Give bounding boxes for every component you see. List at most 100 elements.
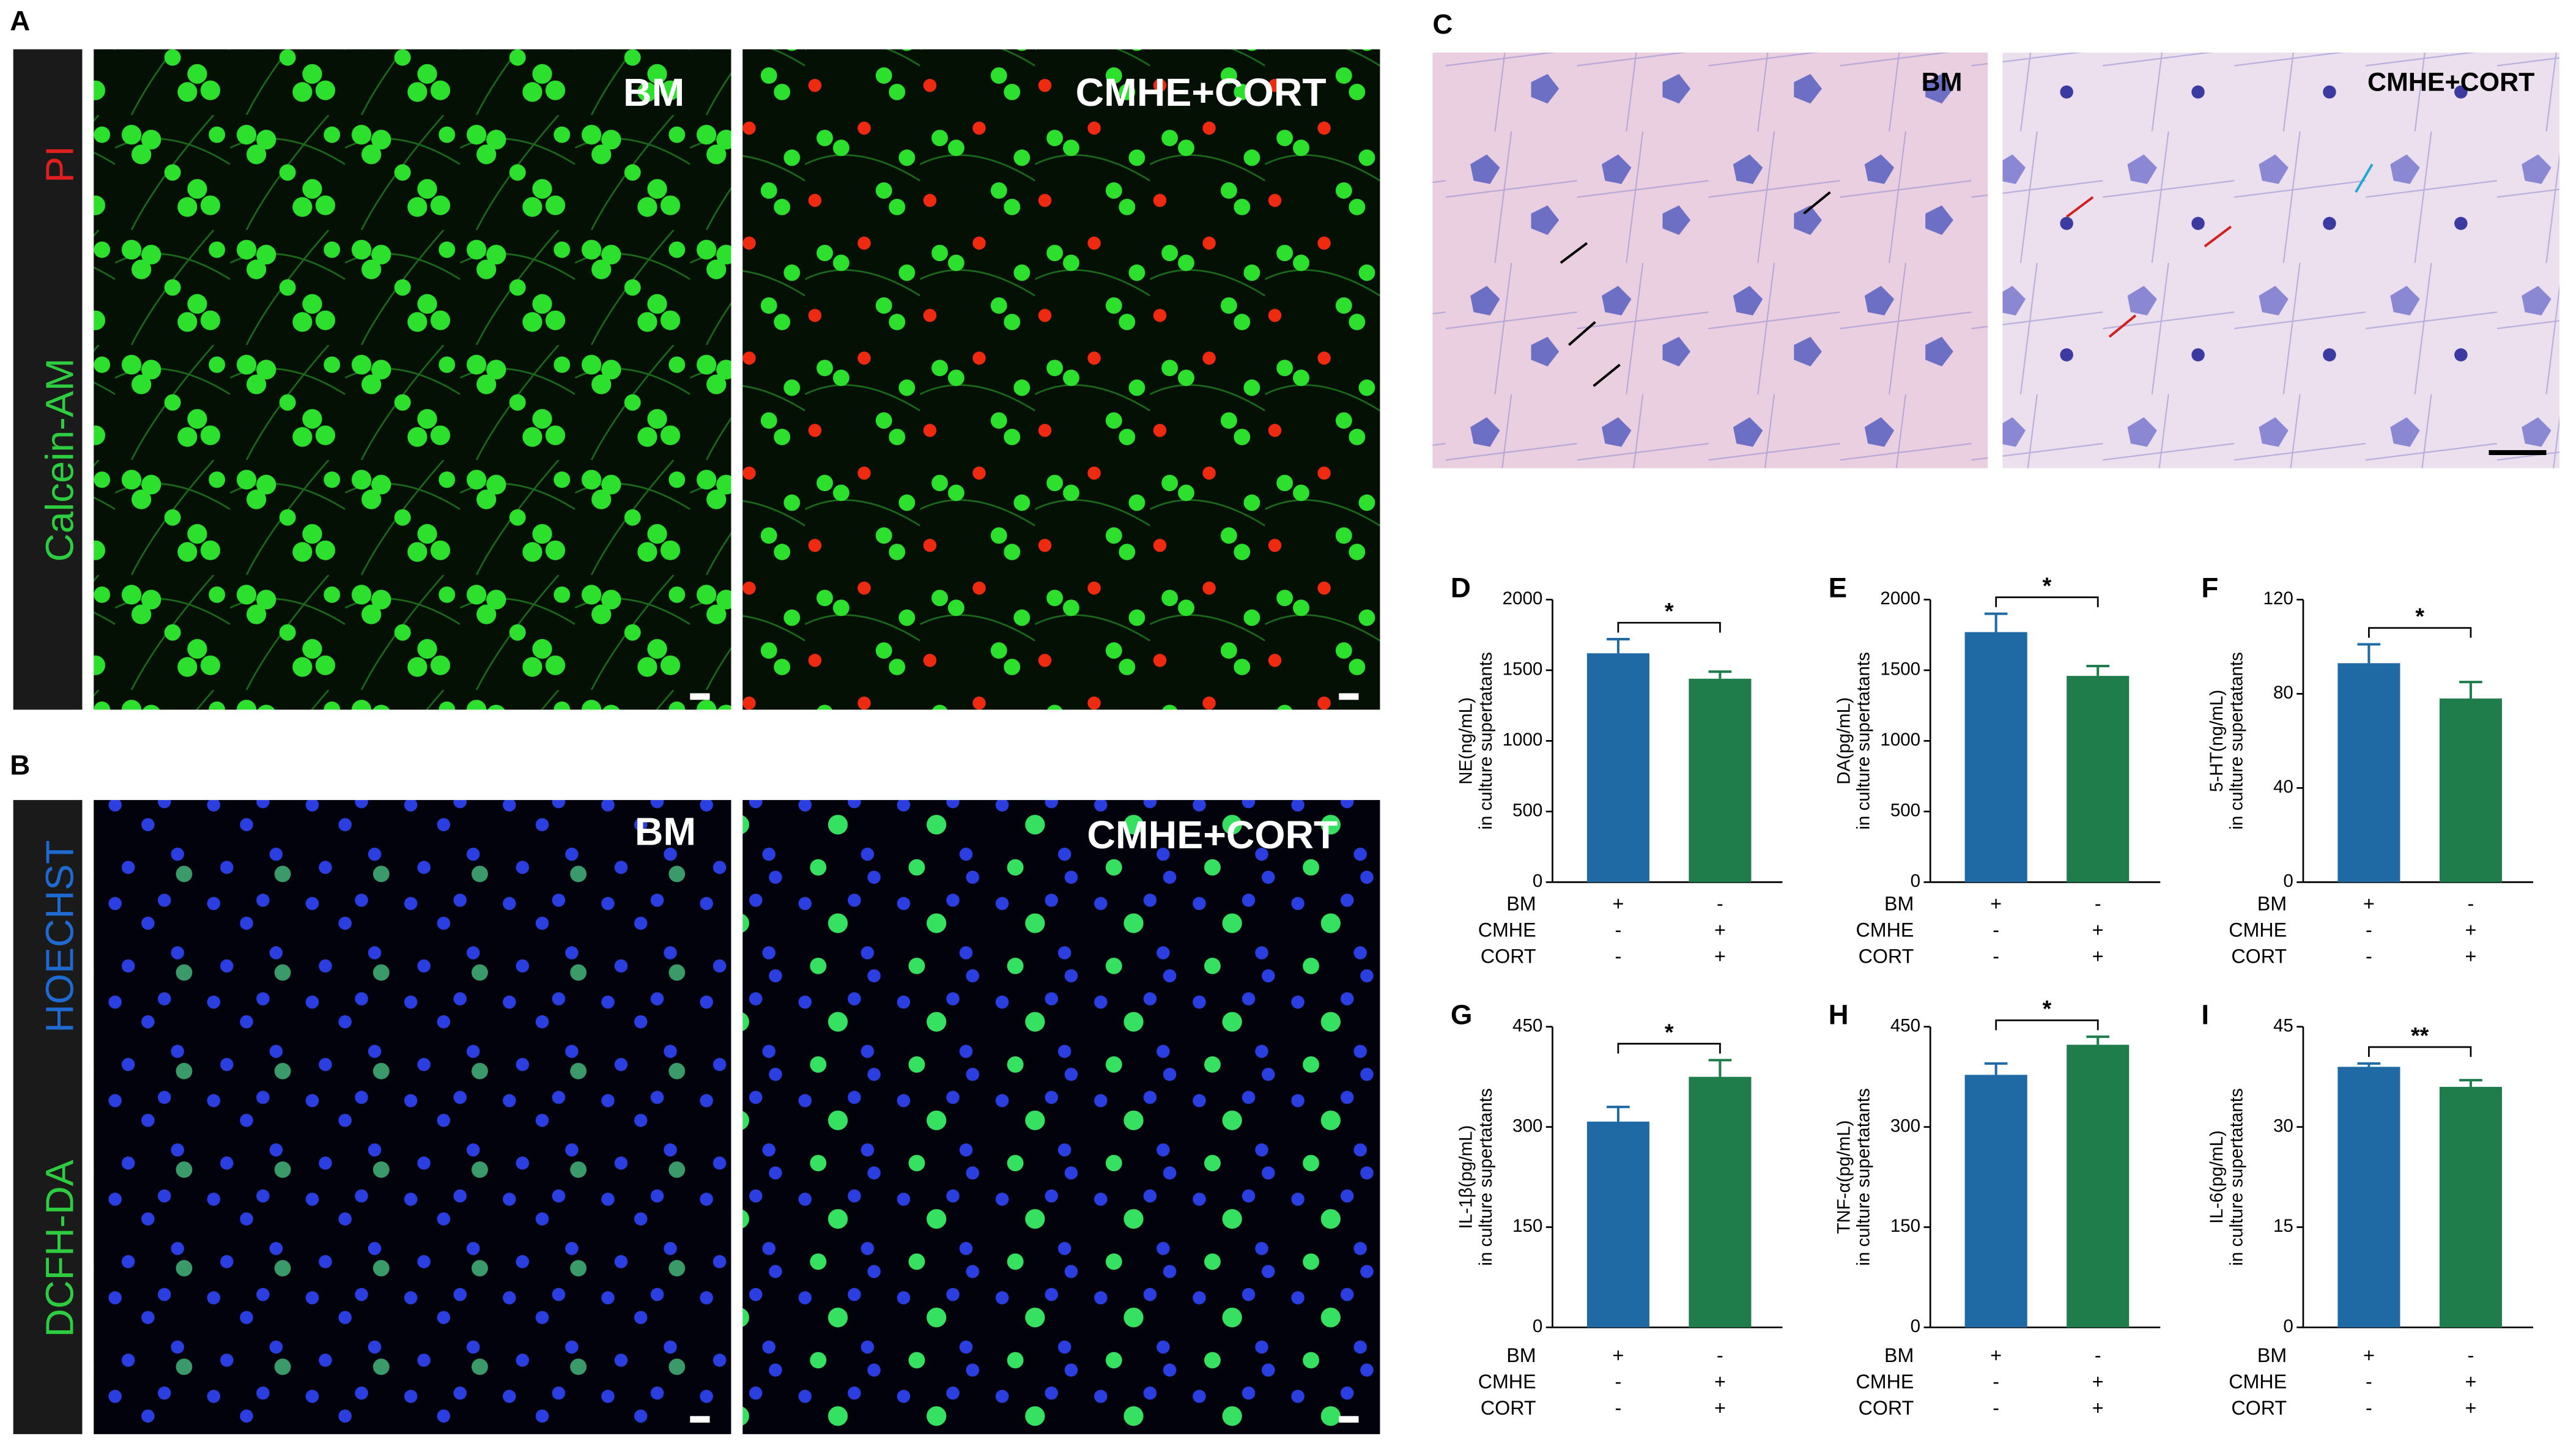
condition-label: BM [2257,893,2287,915]
y-tick-label: 1500 [1880,659,1920,679]
panel-label: F [2201,572,2218,603]
y-tick-label: 45 [2273,1016,2293,1036]
condition-label: CORT [2231,1397,2287,1419]
error-bar [2357,1062,2381,1067]
significance-bracket [1995,1019,2099,1031]
micrograph [742,49,1380,710]
condition-label: CMHE [2229,919,2287,941]
condition-label: BM [1506,893,1536,915]
significance-bracket [2368,627,2472,638]
significance: * [1665,1019,1674,1045]
y-axis-label: in culture supertatants [1854,652,1874,830]
bar [1586,1121,1649,1328]
significance: * [2043,572,2052,598]
y-tick-label: 30 [2273,1116,2293,1136]
condition-sign: - [2366,945,2372,967]
condition-sign: + [2363,893,2375,915]
condition-label: CORT [1481,1397,1536,1419]
y-tick-label: 0 [1533,1316,1542,1336]
condition-sign: + [1714,1397,1726,1419]
error-bar [1984,1062,2008,1075]
panel-label: D [1451,572,1471,603]
condition-sign: + [2363,1344,2375,1366]
y-axis-label: in culture supertatants [2226,1088,2246,1266]
side-label: PI [37,146,81,183]
condition-sign: - [1615,919,1622,941]
y-tick-label: 450 [1512,1016,1542,1036]
panel-label: E [1829,572,1847,603]
condition-sign: + [2465,945,2477,967]
bar [1964,1075,2027,1328]
condition-sign: + [2092,945,2104,967]
image-label: BM [1922,67,1963,97]
image-label: BM [623,70,684,114]
y-axis-label: in culture supertatants [1476,652,1496,830]
y-tick-label: 500 [1890,801,1920,821]
bar [2067,1045,2130,1328]
panel-label: I [2201,999,2209,1031]
condition-sign: - [2095,893,2101,915]
condition-sign: + [2092,1371,2104,1393]
error-bar [2086,664,2110,676]
micrograph [94,800,731,1434]
condition-label: CMHE [1856,919,1914,941]
y-axis-label: in culture supertatants [1476,1088,1496,1266]
bar [1689,678,1752,883]
condition-sign: + [2465,1371,2477,1393]
panel-label: B [10,749,30,780]
scale-bar [1339,1416,1359,1423]
error-bar [1984,612,2008,632]
condition-sign: - [2468,893,2474,915]
micrograph [94,49,731,710]
y-axis-label: in culture supertatants [1854,1088,1874,1266]
condition-label: CORT [1859,1397,1914,1419]
bar [1964,632,2027,883]
condition-sign: - [1717,1344,1723,1366]
panel-label: G [1451,999,1473,1031]
condition-sign: + [1714,919,1726,941]
condition-label: BM [1506,1344,1536,1366]
scale-bar [2489,450,2547,456]
side-bar [13,49,83,710]
condition-sign: + [1714,1371,1726,1393]
condition-label: BM [1884,893,1914,915]
condition-label: BM [1884,1344,1914,1366]
error-bar [2086,1035,2110,1045]
y-tick-label: 120 [2263,588,2293,609]
panel-label: A [10,6,30,37]
condition-sign: - [1717,893,1723,915]
bar [2439,1087,2502,1328]
significance-bracket [1995,596,2099,607]
y-tick-label: 0 [1911,1316,1920,1336]
image-label: CMHE+CORT [1087,813,1338,857]
condition-sign: - [1993,945,1999,967]
condition-sign: + [1714,945,1726,967]
scale-bar [690,693,710,700]
error-bar [2357,643,2381,664]
y-tick-label: 80 [2273,683,2293,703]
condition-label: CMHE [1478,1371,1536,1393]
image-label: CMHE+CORT [2367,67,2534,97]
error-bar [1708,670,1732,679]
condition-sign: + [2092,919,2104,941]
condition-sign: - [1993,1371,1999,1393]
condition-sign: + [1612,1344,1624,1366]
error-bar [1607,638,1630,654]
error-bar [1708,1059,1732,1077]
condition-sign: - [2366,1397,2372,1419]
y-axis-label: DA(pg/mL) [1834,697,1854,785]
side-bar [13,800,83,1434]
micrograph [1432,52,1988,468]
side-label: DCFH-DA [37,1160,81,1337]
condition-label: CMHE [2229,1371,2287,1393]
significance-bracket [1617,621,1721,633]
condition-label: CORT [1859,945,1914,967]
arrows [2065,196,2232,338]
y-tick-label: 1500 [1503,659,1543,679]
bar [2337,663,2400,883]
y-tick-label: 500 [1512,801,1542,821]
side-label: HOECHST [37,840,81,1032]
y-tick-label: 2000 [1880,588,1920,609]
